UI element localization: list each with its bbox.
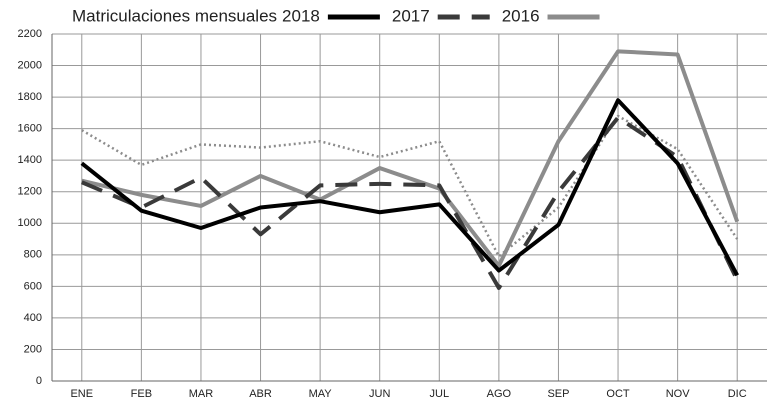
y-tick-label: 2200 bbox=[18, 28, 42, 40]
x-tick-label: JUN bbox=[369, 388, 390, 400]
legend-label: 2016 bbox=[502, 6, 540, 25]
series-line bbox=[80, 98, 739, 277]
legend-label: 2017 bbox=[392, 6, 430, 25]
y-tick-label: 800 bbox=[24, 249, 42, 261]
y-tick-label: 600 bbox=[24, 280, 42, 292]
legend-label: 2018 bbox=[282, 6, 320, 25]
y-tick-label: 1800 bbox=[18, 91, 42, 103]
series-line bbox=[81, 114, 739, 258]
x-tick-label: AGO bbox=[487, 388, 512, 400]
x-tick-label: OCT bbox=[606, 388, 630, 400]
x-tick-label: FEB bbox=[131, 388, 152, 400]
y-tick-label: 1400 bbox=[18, 154, 42, 166]
series-line bbox=[81, 49, 740, 268]
y-tick-label: 0 bbox=[36, 375, 42, 387]
y-tick-label: 1000 bbox=[18, 217, 42, 229]
y-tick-label: 2000 bbox=[18, 59, 42, 71]
x-tick-label: MAY bbox=[309, 388, 333, 400]
chart-title: Matriculaciones mensuales bbox=[72, 6, 277, 25]
x-tick-label: JUL bbox=[430, 388, 450, 400]
y-tick-label: 400 bbox=[24, 312, 42, 324]
y-tick-label: 200 bbox=[24, 343, 42, 355]
y-tick-label: 1600 bbox=[18, 123, 42, 135]
x-tick-label: DIC bbox=[728, 388, 747, 400]
x-tick-label: MAR bbox=[189, 388, 214, 400]
x-tick-label: SEP bbox=[547, 388, 569, 400]
y-tick-label: 1200 bbox=[18, 186, 42, 198]
series-line bbox=[81, 115, 740, 290]
x-tick-label: ENE bbox=[70, 388, 93, 400]
x-tick-label: NOV bbox=[666, 388, 691, 400]
x-tick-label: ABR bbox=[249, 388, 272, 400]
